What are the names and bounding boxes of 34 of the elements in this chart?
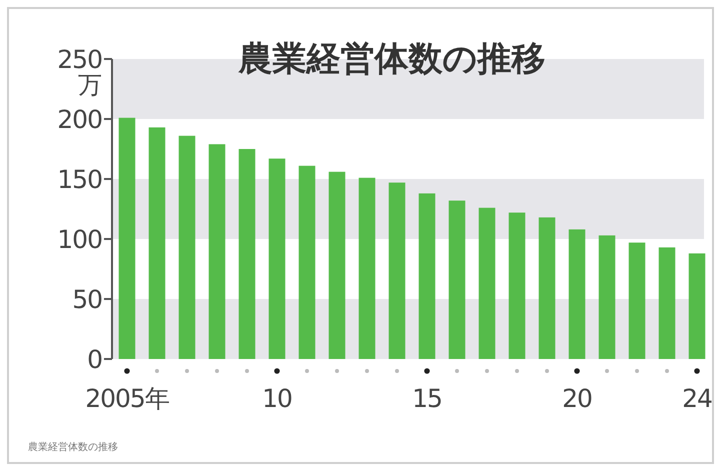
bar <box>658 247 676 359</box>
x-tick-label: 20 <box>562 384 592 413</box>
bar <box>178 136 196 359</box>
y-tick-label: 50 <box>72 285 102 314</box>
bar <box>508 212 526 359</box>
bar <box>388 182 406 359</box>
bar <box>268 158 286 359</box>
bar <box>148 127 166 359</box>
bar <box>598 235 616 359</box>
y-axis-title: 万 <box>78 71 102 99</box>
y-tick-label: 150 <box>57 165 102 194</box>
bar <box>478 208 496 359</box>
bar <box>568 229 586 359</box>
y-tick-label: 200 <box>57 105 102 134</box>
bar <box>628 242 646 359</box>
x-tick-label: 2005年 <box>85 384 169 413</box>
y-tick-label: 100 <box>57 225 102 254</box>
text: 農業経営体数の推移 <box>28 441 118 453</box>
bar <box>358 178 376 359</box>
bar <box>538 217 556 359</box>
bar <box>208 144 226 359</box>
chart-title: 農業経営体数の推移 <box>238 39 546 79</box>
y-tick-label: 0 <box>87 345 102 374</box>
bar <box>448 200 466 359</box>
bar <box>298 166 316 359</box>
y-tick-label: 250 <box>57 45 102 74</box>
bar <box>328 172 346 359</box>
bar <box>118 118 136 359</box>
bar <box>688 253 706 359</box>
x-tick-label: 24 <box>682 384 712 413</box>
bar <box>418 193 436 359</box>
bar <box>238 149 256 359</box>
x-tick-label: 15 <box>412 384 442 413</box>
x-tick-label: 10 <box>262 384 292 413</box>
